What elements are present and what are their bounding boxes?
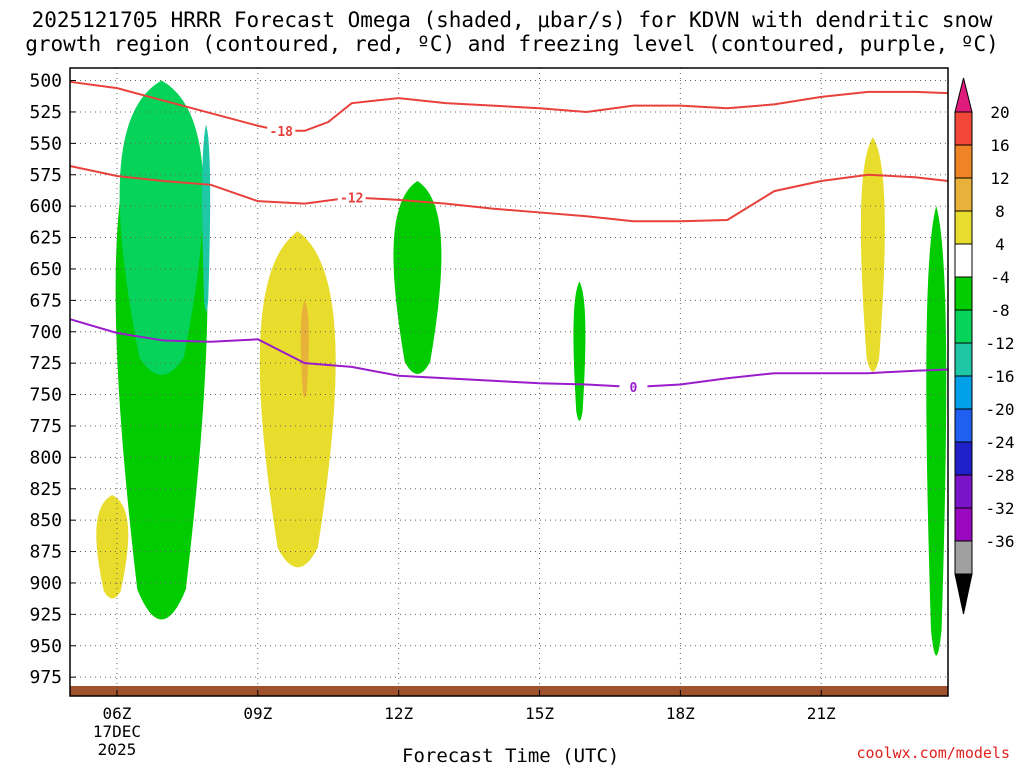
colorbar: 20 16 12 8 4 -4 -8 -12 -16 -20 -24 -28 -32 -36: [954, 77, 1015, 615]
x-tick-label: 06Z: [102, 704, 131, 723]
contour-label-bg: [267, 121, 296, 138]
colorbar-segment: [954, 540, 973, 575]
omega-region: [202, 124, 211, 312]
colorbar-segment: [954, 408, 973, 443]
colorbar-tick-label: -16: [986, 367, 1015, 386]
colorbar-segment: [954, 243, 973, 278]
colorbar-segment: [954, 111, 973, 146]
x-tick-date: 17DEC: [93, 722, 141, 741]
x-tick-label: 12Z: [384, 704, 413, 723]
colorbar-tick-label: 16: [990, 136, 1009, 155]
y-tick-label: 825: [29, 479, 62, 500]
y-tick-label: 525: [29, 102, 62, 123]
contour-label: -18: [270, 125, 294, 140]
contour-label: 0: [630, 381, 638, 396]
y-tick-label: 700: [29, 322, 62, 343]
title-line-1: 2025121705 HRRR Forecast Omega (shaded, …: [31, 8, 993, 32]
y-tick-label: 900: [29, 573, 62, 594]
y-tick-label: 500: [29, 71, 62, 92]
ground-surface: [70, 686, 948, 696]
omega-region: [96, 495, 129, 599]
colorbar-tick-label: -12: [986, 334, 1015, 353]
contour-lines: -18 -12 0: [69, 80, 949, 396]
colorbar-segment: [954, 474, 973, 509]
colorbar-top-arrow: [954, 77, 973, 113]
contour-label-bg: [619, 378, 648, 395]
colorbar-segment: [954, 375, 973, 410]
y-tick-label: 600: [29, 196, 62, 217]
omega-region: [300, 300, 309, 398]
y-tick-label: 675: [29, 290, 62, 311]
chart-title: 2025121705 HRRR Forecast Omega (shaded, …: [0, 8, 1024, 56]
colorbar-segment: [954, 507, 973, 542]
y-tick-label: 625: [29, 228, 62, 249]
y-tick-label: 975: [29, 667, 62, 688]
title-line-2: growth region (contoured, red, ºC) and f…: [25, 32, 999, 56]
omega-region: [573, 281, 586, 421]
colorbar-tick-label: -28: [986, 466, 1015, 485]
red-contour-line: [69, 80, 949, 132]
contour-label-bg: [337, 188, 366, 205]
colorbar-segment: [954, 276, 973, 311]
credit-text: coolwx.com/models: [856, 744, 1010, 762]
colorbar-tick-label: -8: [990, 301, 1009, 320]
colorbar-tick-label: 12: [990, 169, 1009, 188]
x-tick-year: 2025: [98, 740, 137, 759]
colorbar-tick-label: -4: [990, 268, 1009, 287]
y-axis: 500 525 550 575 600 625 650 675 700 725 750 775 800 8…: [29, 71, 76, 688]
colorbar-segment: [954, 309, 973, 344]
colorbar-tick-label: 20: [990, 103, 1009, 122]
y-tick-label: 725: [29, 353, 62, 374]
y-tick-label: 575: [29, 165, 62, 186]
colorbar-tick-label: 4: [995, 235, 1005, 254]
y-tick-label: 750: [29, 385, 62, 406]
colorbar-segment: [954, 144, 973, 179]
red-contour-line: [69, 164, 949, 223]
x-tick-label: 15Z: [525, 704, 554, 723]
plot-frame: [69, 67, 949, 697]
colorbar-tick-label: -32: [986, 499, 1015, 518]
x-axis-label: Forecast Time (UTC): [402, 745, 620, 767]
omega-region: [119, 80, 204, 375]
colorbar-tick-label: 8: [995, 202, 1005, 221]
omega-shading: [70, 80, 948, 696]
y-tick-label: 875: [29, 542, 62, 563]
y-tick-label: 950: [29, 636, 62, 657]
colorbar-tick-label: -20: [986, 400, 1015, 419]
x-tick-label: 21Z: [807, 704, 836, 723]
colorbar-tick-label: -36: [986, 532, 1015, 551]
colorbar-segment: [954, 441, 973, 476]
y-tick-label: 550: [29, 133, 62, 154]
omega-region: [259, 231, 336, 568]
purple-contour-line: [69, 318, 949, 389]
colorbar-segment: [954, 342, 973, 377]
y-tick-label: 775: [29, 416, 62, 437]
omega-region: [860, 137, 885, 372]
contour-label: -12: [340, 191, 363, 206]
omega-region: [926, 206, 947, 656]
colorbar-bottom-arrow: [954, 573, 973, 615]
y-tick-label: 800: [29, 447, 62, 468]
y-tick-label: 650: [29, 259, 62, 280]
y-tick-label: 925: [29, 604, 62, 625]
omega-region: [393, 181, 442, 374]
x-tick-label: 09Z: [243, 704, 272, 723]
colorbar-segment: [954, 210, 973, 245]
colorbar-segment: [954, 177, 973, 212]
x-tick-label: 18Z: [666, 704, 695, 723]
colorbar-tick-label: -24: [986, 433, 1015, 452]
y-tick-label: 850: [29, 510, 62, 531]
